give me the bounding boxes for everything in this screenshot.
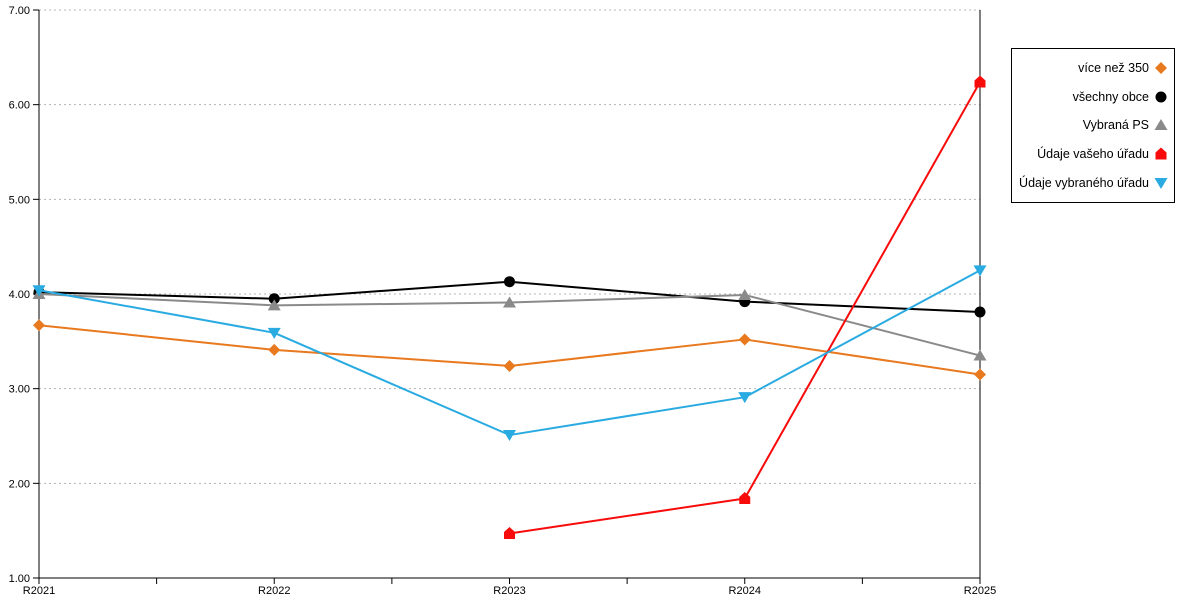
svg-text:4.00: 4.00 xyxy=(9,289,30,301)
house-marker-icon xyxy=(1155,147,1167,160)
diamond-marker-icon xyxy=(1155,62,1167,75)
legend-item[interactable]: více než 350 xyxy=(1016,55,1168,81)
svg-text:R2021: R2021 xyxy=(23,585,55,597)
svg-text:R2025: R2025 xyxy=(964,585,996,597)
legend-item[interactable]: Údaje vašeho úřadu xyxy=(1016,141,1168,167)
legend-label: všechny obce xyxy=(1072,89,1149,104)
svg-text:7.00: 7.00 xyxy=(9,5,30,17)
legend-label: Údaje vašeho úřadu xyxy=(1037,147,1149,162)
svg-text:1.00: 1.00 xyxy=(9,573,30,585)
legend-label: Údaje vybraného úřadu xyxy=(1019,175,1149,190)
legend-item[interactable]: Údaje vybraného úřadu xyxy=(1016,170,1168,196)
svg-text:2.00: 2.00 xyxy=(9,478,30,490)
svg-text:3.00: 3.00 xyxy=(9,384,30,396)
legend-label: Vybraná PS xyxy=(1082,118,1149,133)
triangle-up-marker-icon xyxy=(1154,119,1168,131)
circle-marker-icon xyxy=(1155,91,1167,103)
svg-text:R2023: R2023 xyxy=(493,585,525,597)
legend-label: více než 350 xyxy=(1078,61,1149,76)
legend: více než 350 všechny obce Vybraná PS Úda… xyxy=(1011,48,1175,203)
legend-item[interactable]: Vybraná PS xyxy=(1016,112,1168,138)
svg-text:R2022: R2022 xyxy=(258,585,290,597)
triangle-down-marker-icon xyxy=(1154,177,1168,189)
svg-text:5.00: 5.00 xyxy=(9,194,30,206)
svg-text:6.00: 6.00 xyxy=(9,100,30,112)
legend-item[interactable]: všechny obce xyxy=(1016,84,1168,110)
svg-text:R2024: R2024 xyxy=(729,585,761,597)
